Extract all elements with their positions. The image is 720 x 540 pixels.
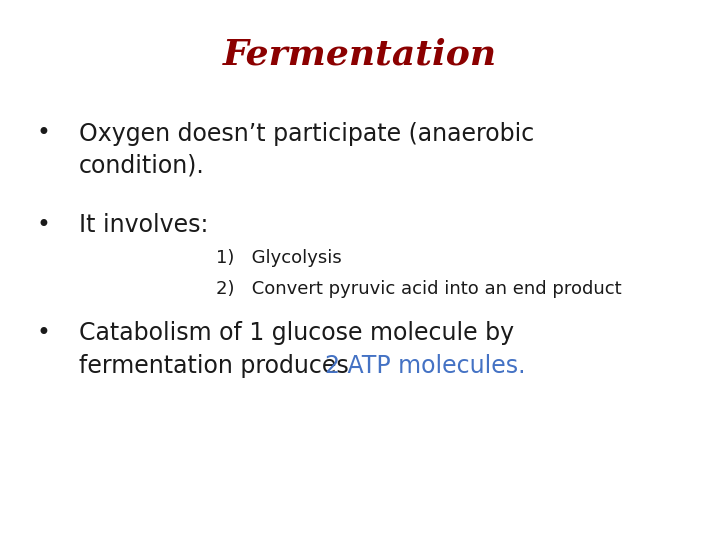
Text: It involves:: It involves: — [79, 213, 209, 237]
Text: Catabolism of 1 glucose molecule by: Catabolism of 1 glucose molecule by — [79, 321, 514, 345]
Text: •: • — [36, 213, 50, 237]
Text: Fermentation: Fermentation — [223, 38, 497, 72]
Text: 2 ATP molecules.: 2 ATP molecules. — [325, 354, 526, 377]
Text: •: • — [36, 321, 50, 345]
Text: fermentation produces: fermentation produces — [79, 354, 356, 377]
Text: condition).: condition). — [79, 154, 205, 178]
Text: 1)   Glycolysis: 1) Glycolysis — [216, 249, 342, 267]
Text: •: • — [36, 122, 50, 145]
Text: 2)   Convert pyruvic acid into an end product: 2) Convert pyruvic acid into an end prod… — [216, 280, 621, 298]
Text: Oxygen doesn’t participate (anaerobic: Oxygen doesn’t participate (anaerobic — [79, 122, 534, 145]
